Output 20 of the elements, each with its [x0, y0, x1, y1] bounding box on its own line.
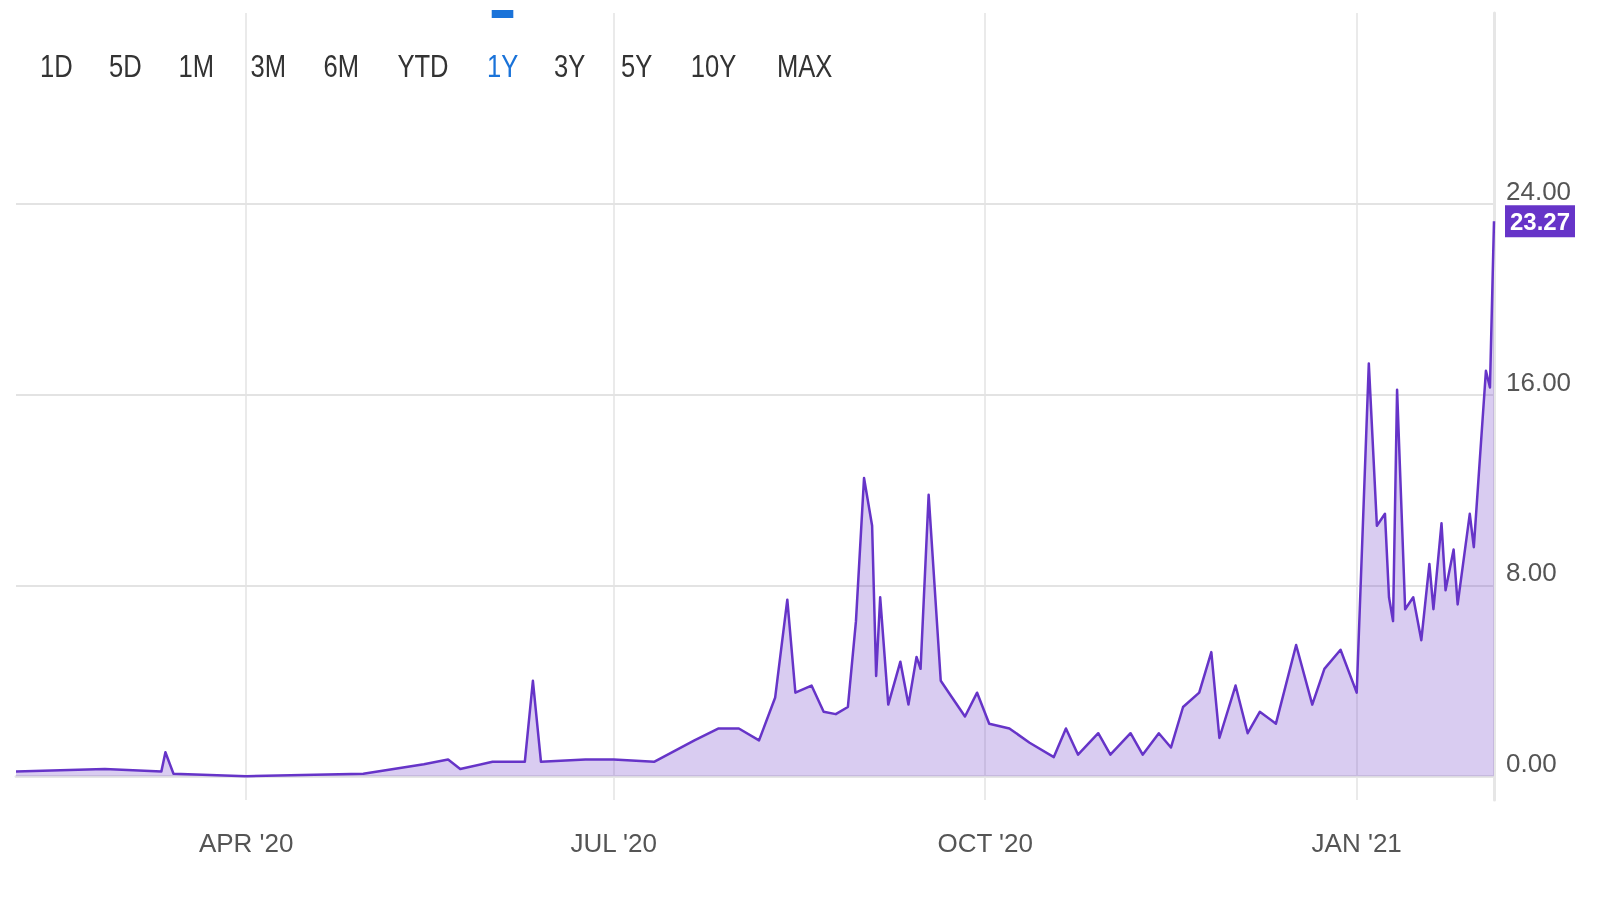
x-tick-label: JAN '21 [1311, 828, 1402, 858]
y-tick-label: 16.00 [1506, 366, 1572, 397]
x-tick-label: APR '20 [198, 828, 294, 858]
annotation: MAX [775, 48, 833, 85]
annotation: 23.27 [1509, 207, 1571, 235]
x-tick-label: OCT '20 [937, 828, 1033, 858]
annotation: 1M [177, 48, 215, 85]
annotation: 1D [39, 48, 74, 85]
annotation: 5Y [620, 48, 654, 85]
annotation: 5D [108, 48, 143, 85]
annotation: 10Y [689, 48, 737, 85]
annotation: 3M [249, 48, 288, 85]
y-tick-label: 0.00 [1506, 748, 1557, 779]
y-tick-label: 8.00 [1506, 557, 1557, 588]
annotation: 3Y [553, 48, 587, 85]
annotation: 1Y [486, 48, 520, 85]
annotation: YTD [396, 48, 450, 85]
x-tick-label: JUL '20 [570, 828, 657, 858]
y-tick-label: 24.00 [1506, 175, 1572, 206]
annotation: 6M [322, 48, 360, 85]
